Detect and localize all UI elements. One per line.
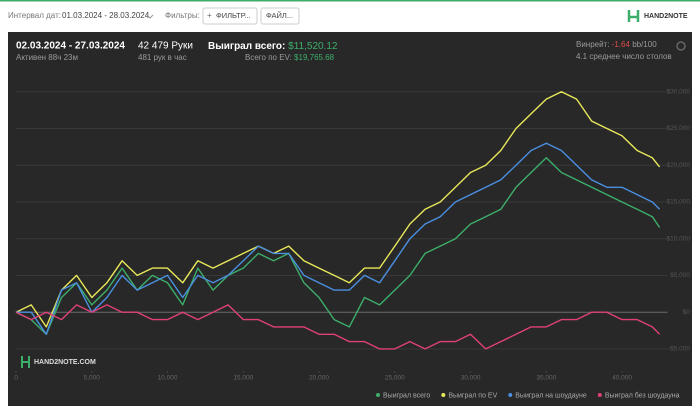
plus-icon: + xyxy=(207,11,212,20)
y-tick-label: $0 xyxy=(683,309,691,316)
legend-label: Выиграл по EV xyxy=(448,392,497,399)
y-tick-label: -$5,000 xyxy=(668,346,690,353)
winrate-label: Винрейт: xyxy=(576,40,609,49)
period: 02.03.2024 - 27.03.2024 xyxy=(16,41,125,52)
file-button[interactable] xyxy=(260,7,300,25)
hands: 42 479 Руки xyxy=(138,41,193,52)
logo-icon xyxy=(627,10,640,22)
hands-per-hour: 481 рук в час xyxy=(138,53,187,62)
x-tick-label: 35,000 xyxy=(536,375,556,382)
x-tick-label: 40,000 xyxy=(612,375,632,382)
series-line xyxy=(15,304,661,350)
legend-label: Выиграл без шоудауна xyxy=(605,391,680,399)
series-line xyxy=(16,142,661,335)
y-tick-label: $15,000 xyxy=(667,199,691,206)
tables: 4.1 среднее число столов xyxy=(576,52,672,61)
settings-icon[interactable] xyxy=(676,41,686,51)
x-tick-label: 20,000 xyxy=(309,375,329,382)
legend-label: Выиграл на шоудауне xyxy=(515,392,587,399)
filters-label: Фильтры: xyxy=(165,11,200,20)
legend-dot xyxy=(508,393,513,397)
chart-panel xyxy=(8,32,692,406)
series-line xyxy=(15,91,661,328)
legend-label: Выиграл всего xyxy=(383,392,430,399)
file-button-label: ФАЙЛ... xyxy=(266,11,293,20)
x-tick-label: 5,000 xyxy=(84,375,101,382)
won-label: Выиграл всего: xyxy=(208,41,285,52)
watermark-icon xyxy=(21,356,30,368)
dropdown-caret[interactable] xyxy=(146,14,154,19)
date-range[interactable]: 01.03.2024 - 28.03.2024 xyxy=(62,11,150,20)
x-tick-label: 0 xyxy=(14,375,18,382)
plot: -$5,000 $0 $5,000 $10,000 $15,000 $20,000 $25,… xyxy=(14,88,690,399)
toolbar xyxy=(0,0,700,32)
ev-value: $19,765.68 xyxy=(294,53,335,62)
winrate-value: -1.64 xyxy=(612,40,631,49)
y-tick-label: $20,000 xyxy=(667,162,691,169)
y-tick-label: $10,000 xyxy=(667,235,691,242)
ev-label: Всего по EV: xyxy=(245,53,292,62)
x-tick-label: 25,000 xyxy=(385,375,405,382)
x-tick-label: 15,000 xyxy=(233,375,253,382)
top-accent xyxy=(0,0,700,2)
legend-dot xyxy=(597,393,602,397)
x-tick-label: 30,000 xyxy=(461,375,481,382)
legend-dot xyxy=(376,393,380,397)
won-value: $11,520.12 xyxy=(288,41,338,52)
filter-button-label: ФИЛЬТР... xyxy=(216,11,251,20)
won-total: Выиграл всего: $11,520.12 xyxy=(208,41,338,52)
legend-dot xyxy=(441,393,446,397)
y-tick-label: $30,000 xyxy=(667,88,691,95)
y-tick-label: $25,000 xyxy=(667,125,691,132)
watermark: HAND2NOTE.COM xyxy=(34,359,96,366)
date-label: Интервал дат: xyxy=(8,11,61,20)
x-tick-label: 10,000 xyxy=(158,375,178,382)
winrate-unit: bb/100 xyxy=(632,40,657,49)
logo: HAND2NOTE xyxy=(644,13,688,20)
winrate: Винрейт: -1.64 bb/100 xyxy=(576,40,657,49)
series-line xyxy=(15,157,661,335)
y-tick-label: $5,000 xyxy=(670,272,690,279)
ev-total: Всего по EV: $19,765.68 xyxy=(245,53,335,62)
filter-button[interactable] xyxy=(202,7,258,25)
active-time: Активен 88ч 23м xyxy=(16,53,78,62)
